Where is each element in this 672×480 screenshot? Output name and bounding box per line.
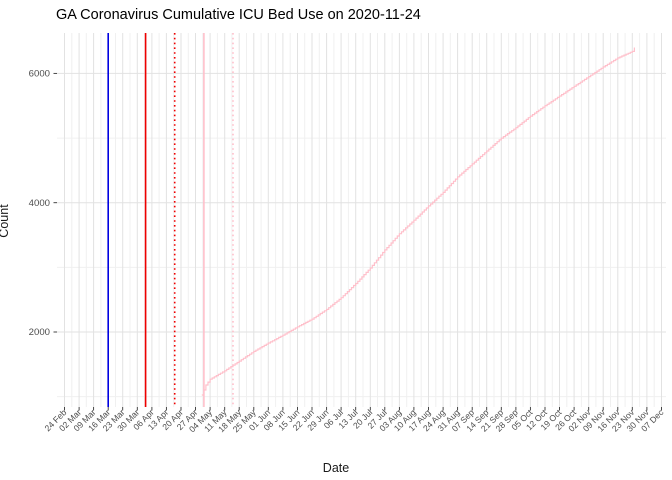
- series-cumulative-icu-bed-use: [201, 47, 635, 396]
- chart-title: GA Coronavirus Cumulative ICU Bed Use on…: [56, 7, 421, 23]
- y-axis-title: Count: [0, 203, 11, 238]
- y-tick-label: 2000: [29, 327, 50, 338]
- y-tick-label: 4000: [29, 198, 50, 209]
- y-tick-label: 6000: [29, 69, 50, 80]
- x-axis-title: Date: [322, 461, 350, 475]
